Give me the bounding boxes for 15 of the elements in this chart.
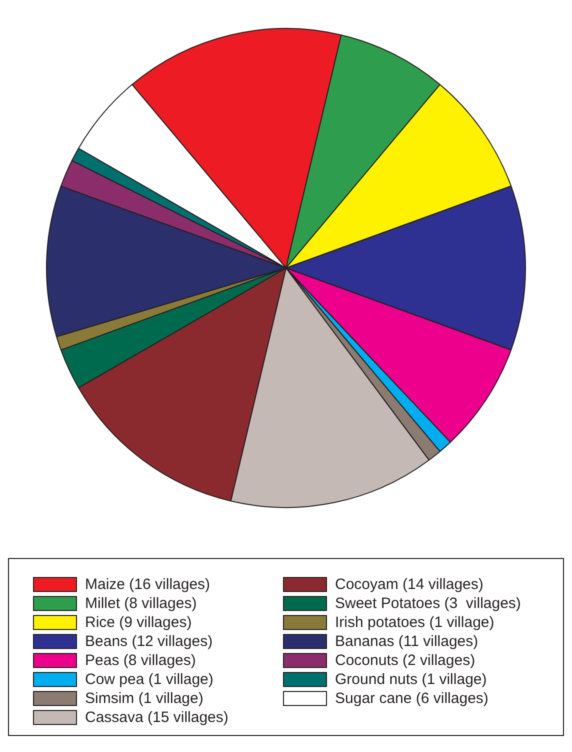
legend-label: Cow pea (1 village) <box>85 671 214 688</box>
legend-label: Rice (9 villages) <box>85 614 192 631</box>
legend-label: Maize (16 villages) <box>85 576 210 593</box>
legend-label: Millet (8 villages) <box>85 595 197 612</box>
legend-label: Cocoyam (14 villages) <box>335 576 484 593</box>
legend-label: Peas (8 villages) <box>85 652 196 669</box>
legend-label: Cassava (15 villages) <box>85 709 228 726</box>
legend-label: Ground nuts (1 village) <box>335 671 487 688</box>
legend-label: Beans (12 villages) <box>85 633 213 650</box>
legend-label: Sugar cane (6 villages) <box>335 690 488 707</box>
legend-label: Bananas (11 villages) <box>335 633 478 650</box>
legend-label: Simsim (1 village) <box>85 690 204 707</box>
legend-label: Irish potatoes (1 village) <box>335 614 494 631</box>
legend-label: Coconuts (2 villages) <box>335 652 476 669</box>
legend-label: Sweet Potatoes (3 villages) <box>335 595 521 612</box>
